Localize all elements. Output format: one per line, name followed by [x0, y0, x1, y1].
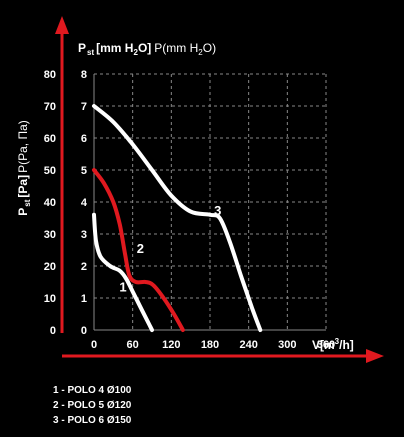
- legend-entry-3: 3 - POLO 6 Ø150: [53, 415, 132, 426]
- y-right-label-alt-sub: 2: [198, 48, 203, 57]
- y-right-label-sub: st: [87, 48, 94, 57]
- curve-label-3: 3: [214, 203, 221, 218]
- x-label-main: V[m: [312, 338, 335, 352]
- y-right-tick-label: 3: [81, 229, 87, 241]
- x-axis-title: V[m3/h]: [312, 337, 354, 352]
- x-tick-label: 300: [278, 339, 296, 351]
- x-tick-label: 0: [91, 339, 97, 351]
- x-tick-label: 360: [317, 339, 335, 351]
- grid: [93, 73, 327, 331]
- y-right-label-unit-sub: 2: [133, 48, 138, 57]
- y-left-tick-label: 0: [50, 325, 56, 337]
- y-left-tick-label: 50: [44, 165, 56, 177]
- y-left-label-unit: [Pa]: [16, 175, 30, 198]
- y-left-tick-label: 60: [44, 133, 56, 145]
- y-right-tick-label: 8: [81, 69, 87, 81]
- x-tick-label: 60: [127, 339, 139, 351]
- y-right-tick-label: 4: [81, 197, 88, 209]
- legend-entry-1: 1 - POLO 4 Ø100: [53, 385, 132, 396]
- legend-entry-2: 2 - POLO 5 Ø120: [53, 400, 132, 411]
- y-left-tick-label: 80: [44, 69, 56, 81]
- y-right-label-alt: P(mm H: [154, 41, 198, 55]
- curves: [92, 104, 263, 332]
- curve-label-1: 1: [119, 280, 126, 295]
- y-axis-left-title: Pst[Pa] P(Pa, Па): [16, 120, 32, 215]
- x-tick-label: 240: [239, 339, 257, 351]
- curve-labels: 1 2 3: [119, 203, 221, 295]
- legend: 1 - POLO 4 Ø100 2 - POLO 5 Ø120 3 - POLO…: [53, 385, 132, 426]
- y-left-tick-label: 70: [44, 101, 56, 113]
- y-left-label-sub: st: [23, 199, 32, 206]
- y-right-label-unit: [mm H: [96, 41, 133, 55]
- right-y-ticks: 0 1 2 3 4 5 6 7 8: [81, 69, 88, 337]
- y-left-label-p: P: [16, 208, 30, 216]
- y-right-tick-label: 5: [81, 165, 87, 177]
- series-line-3: [92, 104, 263, 332]
- y-left-tick-label: 30: [44, 229, 56, 241]
- y-right-label-unit-end: O]: [138, 41, 151, 55]
- y-right-tick-label: 0: [81, 325, 87, 337]
- y-left-label-alt: P(Pa, Па): [16, 120, 30, 173]
- y-right-label-alt-end: O): [203, 41, 216, 55]
- y-right-tick-label: 7: [81, 101, 87, 113]
- y-left-tick-label: 20: [44, 261, 56, 273]
- x-label-sup: 3: [335, 337, 340, 346]
- series-line-1: [92, 212, 154, 332]
- series-line-2: [92, 168, 185, 332]
- y-right-tick-label: 2: [81, 261, 87, 273]
- x-tick-label: 180: [201, 339, 219, 351]
- x-axis-arrow: [366, 349, 384, 363]
- curve-label-2: 2: [137, 241, 144, 256]
- x-tick-label: 120: [162, 339, 180, 351]
- y-axis-arrow: [55, 16, 69, 34]
- y-left-tick-label: 10: [44, 293, 56, 305]
- x-label-end: /h]: [339, 338, 354, 352]
- y-axis-right-title: Pst [mm H2O] P(mm H2O): [78, 41, 216, 57]
- y-right-tick-label: 6: [81, 133, 87, 145]
- x-ticks: 0 60 120 180 240 300 360: [91, 339, 335, 351]
- y-right-tick-label: 1: [81, 293, 87, 305]
- left-y-ticks: 0 10 20 30 40 50 60 70 80: [44, 69, 56, 337]
- y-right-label-p: P: [78, 41, 86, 55]
- y-left-tick-label: 40: [44, 197, 56, 209]
